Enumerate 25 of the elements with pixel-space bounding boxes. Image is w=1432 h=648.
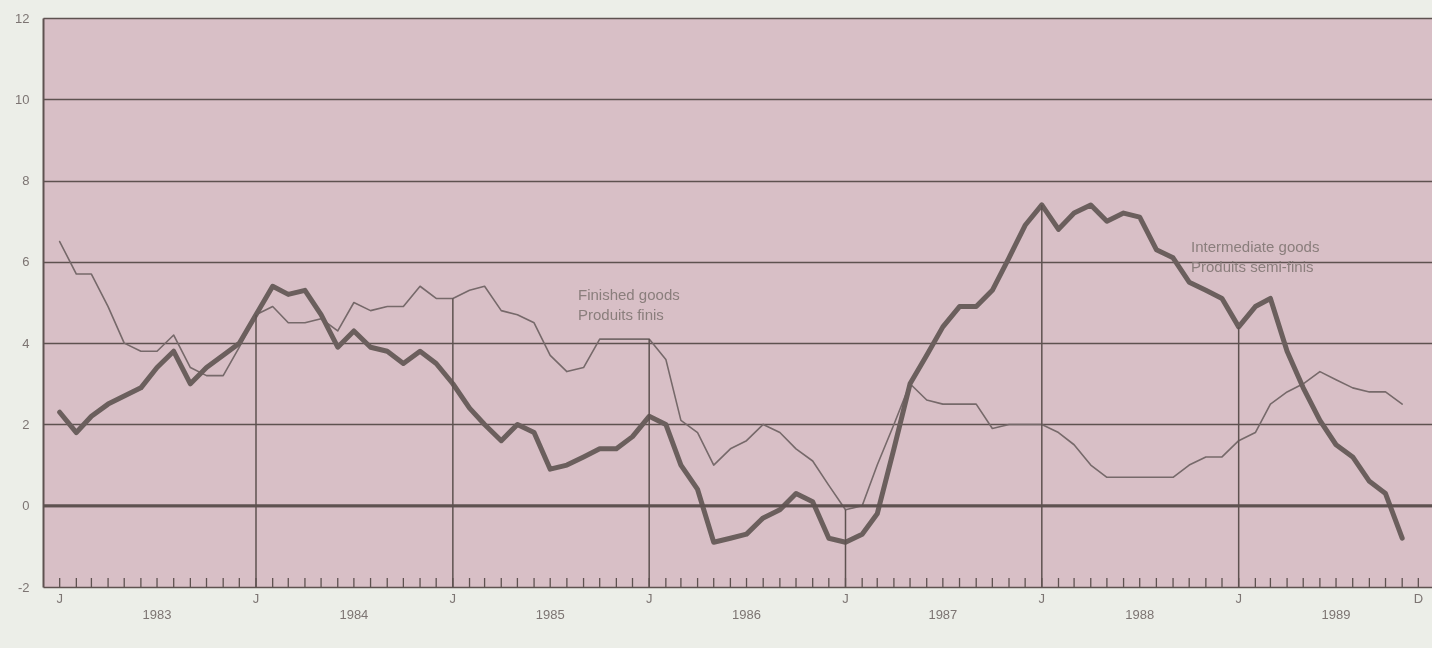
y-tick-label: 12 [15,10,30,26]
x-tick-label: 1984 [339,607,369,622]
y-tick-label: 10 [15,91,30,107]
text: J [56,591,63,606]
text: D [1413,591,1424,606]
x-tick-label: 1985 [535,607,565,622]
y-tick-label: -2 [17,579,30,595]
y-tick-label: 8 [22,173,30,189]
x-tick-label: 1989 [1321,607,1351,622]
text: J [252,591,260,606]
x-tick-label: 1987 [928,607,958,622]
x-tick-label: 1983 [142,607,172,622]
text: J [645,591,653,606]
y-tick-label: 2 [22,416,30,432]
y-tick-label: 6 [22,254,30,270]
x-tick-label: 1986 [732,607,761,622]
text: J [842,591,849,606]
x-tick-label: 1988 [1125,607,1155,622]
series-label: Finished goods Produits finis [578,286,680,323]
text: J [1038,591,1046,606]
series-label: Intermediate goods Produits semi-finis [1191,238,1320,275]
y-tick-label: 0 [22,498,30,514]
text: J [449,591,457,606]
y-tick-label: 4 [22,335,30,351]
text: J [1235,591,1242,606]
